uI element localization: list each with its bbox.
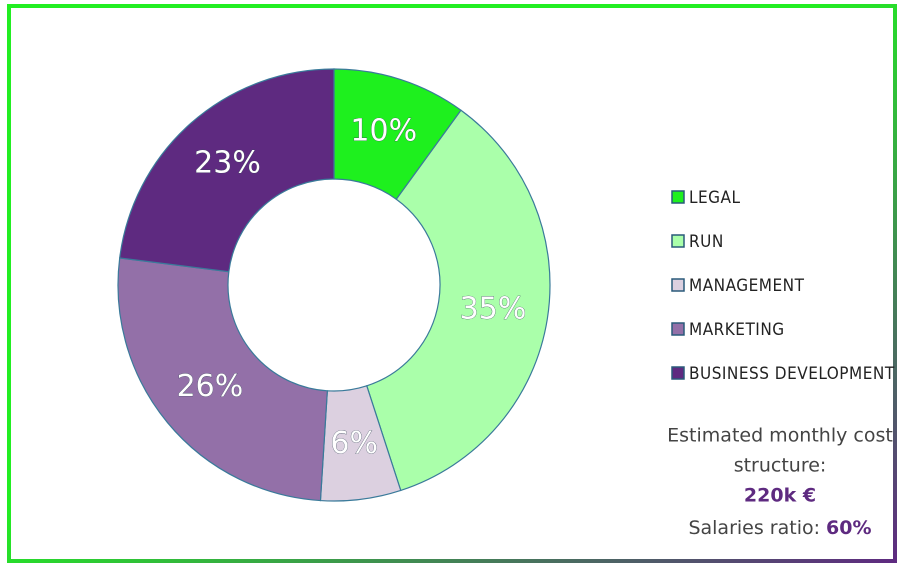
legend: LEGAL RUN MANAGEMENT MARKETING BUSINESS DEVE…	[671, 188, 895, 384]
donut: 10% 35% 6% 26% 23%	[117, 68, 551, 502]
data-label: 35%	[460, 292, 527, 327]
legend-swatch	[671, 190, 685, 204]
slice	[119, 68, 335, 273]
frame	[7, 4, 897, 563]
legend-swatch	[671, 234, 685, 248]
annotation: Salaries ratio:	[688, 517, 826, 539]
annotation: 220k €	[744, 485, 816, 507]
data-label: 10%	[350, 113, 417, 148]
legend-swatch	[671, 322, 685, 336]
slice	[117, 257, 328, 502]
annotation: structure:	[734, 455, 827, 477]
annotation: Salaries ratio: 60%	[688, 517, 871, 539]
legend-swatch	[671, 366, 685, 380]
data-label: 23%	[194, 146, 261, 181]
data-label: 26%	[177, 369, 244, 404]
legend-label: MANAGEMENT	[689, 276, 805, 296]
legend-label: LEGAL	[689, 188, 741, 208]
annotation: Estimated monthly cost	[667, 425, 893, 447]
slice	[366, 109, 551, 492]
legend-label: MARKETING	[689, 320, 785, 340]
legend-swatch	[671, 278, 685, 292]
legend-label: BUSINESS DEVELOPMENT	[689, 364, 895, 384]
data-label: 6%	[330, 426, 378, 461]
legend-label: RUN	[689, 232, 724, 252]
annotation: 60%	[826, 517, 871, 539]
